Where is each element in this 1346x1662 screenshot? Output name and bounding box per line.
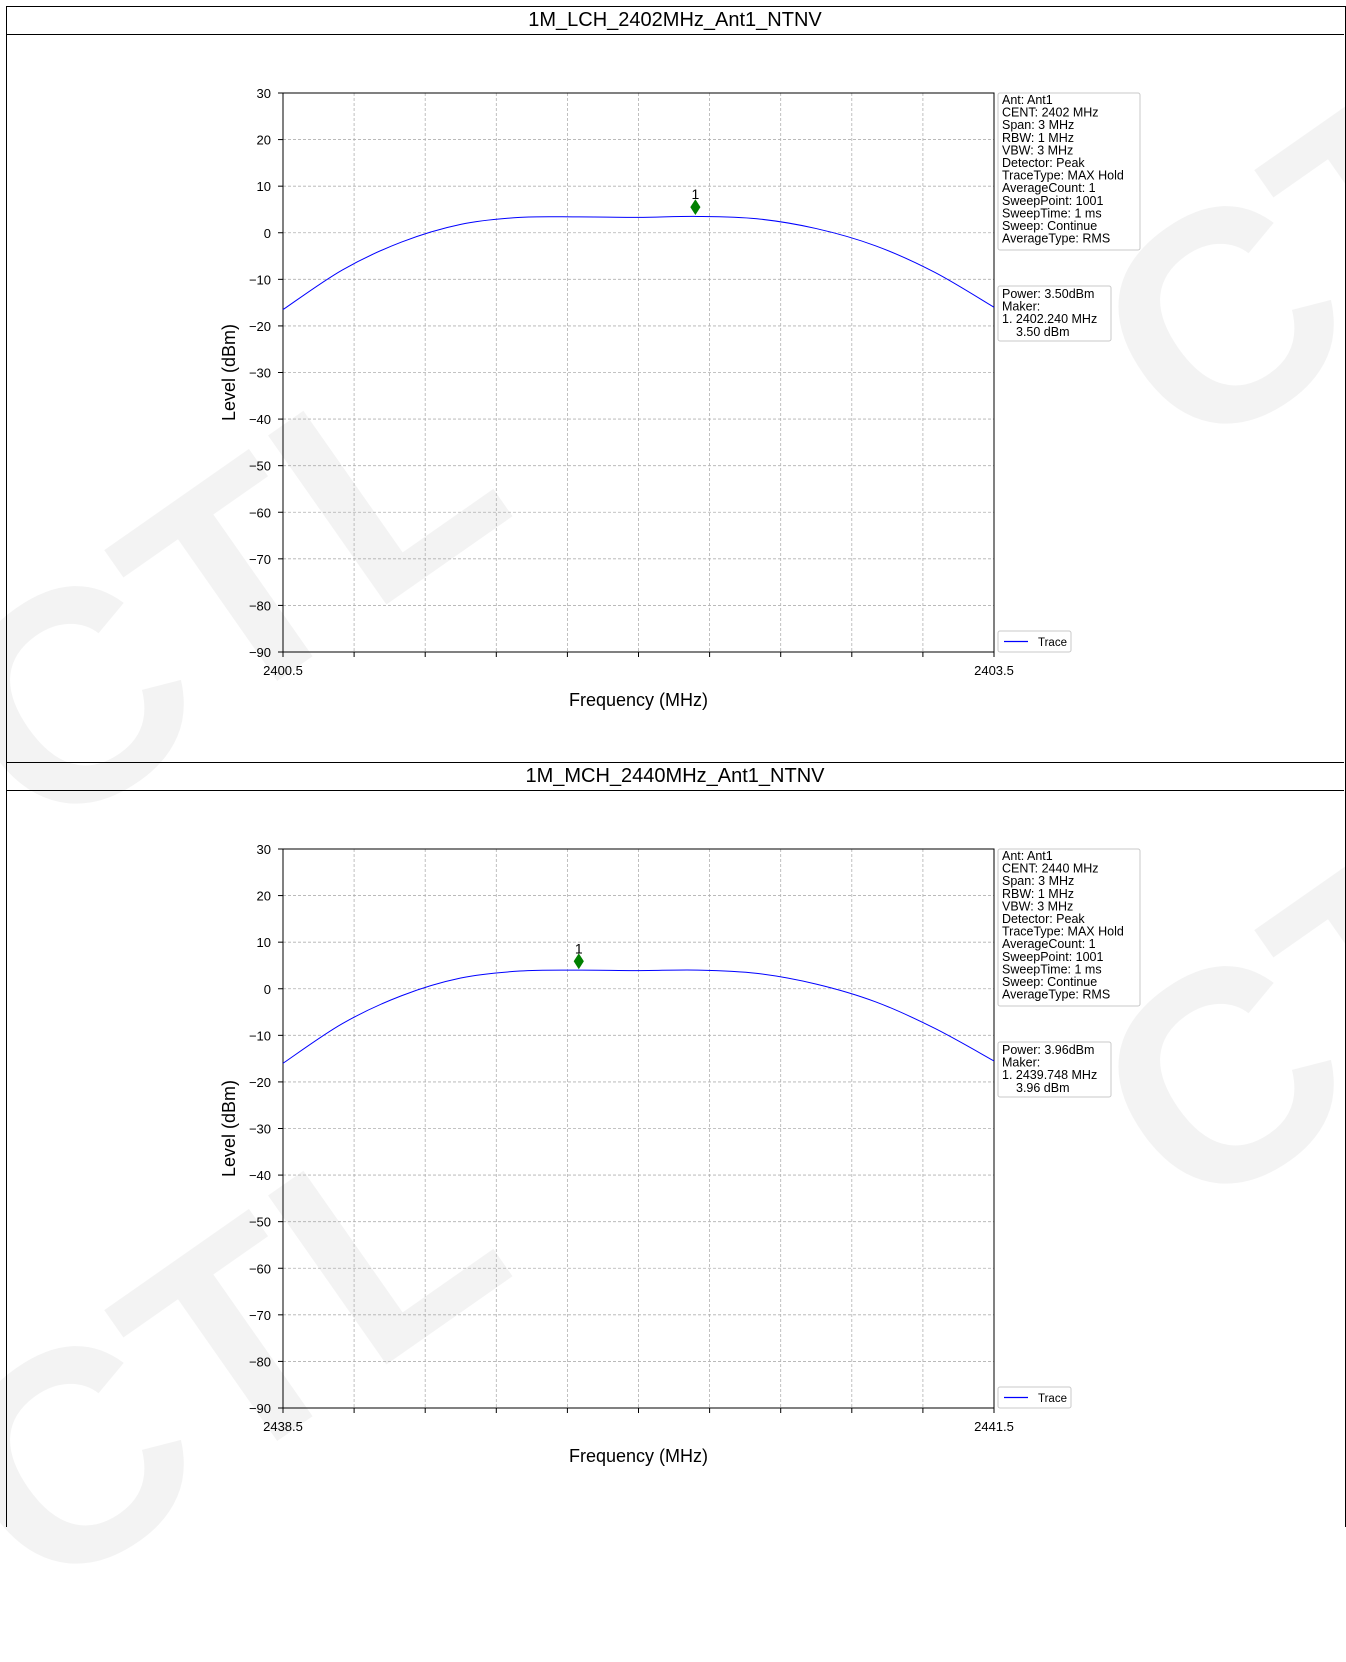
- settings-text: SweepPoint: 1001: [1002, 194, 1104, 208]
- settings-text: SweepTime: 1 ms: [1002, 206, 1102, 220]
- x-tick-label: 2438.5: [263, 1419, 303, 1434]
- y-tick-label: 20: [257, 889, 271, 904]
- settings-text: CENT: 2440 MHz: [1002, 862, 1099, 876]
- y-tick-label: −50: [249, 1215, 271, 1230]
- power-text: 3.96 dBm: [1016, 1081, 1070, 1095]
- peak-marker: [690, 199, 701, 216]
- y-tick-label: −60: [249, 505, 271, 520]
- power-box-frame: [997, 1041, 1112, 1098]
- x-tick-label: 2403.5: [974, 663, 1014, 678]
- power-box-frame: [997, 285, 1112, 342]
- y-tick-label: 10: [257, 935, 271, 950]
- settings-text: VBW: 3 MHz: [1002, 899, 1073, 913]
- y-tick-label: −40: [249, 412, 271, 427]
- power-text: 1. 2402.240 MHz: [1002, 312, 1097, 326]
- settings-text: Span: 3 MHz: [1002, 874, 1074, 888]
- y-tick-label: −10: [249, 272, 271, 287]
- y-tick-label: 0: [264, 226, 271, 241]
- grid: [283, 93, 994, 652]
- settings-text: AverageCount: 1: [1002, 937, 1096, 951]
- settings-text: SweepPoint: 1001: [1002, 950, 1104, 964]
- x-axis-label: Frequency (MHz): [569, 1446, 708, 1466]
- y-tick-label: −60: [249, 1261, 271, 1276]
- grid: [283, 849, 994, 1408]
- y-tick-label: −90: [249, 1401, 271, 1416]
- y-tick-label: 20: [257, 133, 271, 148]
- spectrum-chart-lch: 30 20 10 0 −10 −20 −30 −40 −50 −60 −70 −80 −90 2400.5…: [219, 86, 1141, 710]
- y-tick-label: −10: [249, 1028, 271, 1043]
- y-tick-label: −30: [249, 366, 271, 381]
- power-text: 3.50 dBm: [1016, 325, 1070, 339]
- settings-text: CENT: 2402 MHz: [1002, 106, 1099, 120]
- y-tick-label: −30: [249, 1122, 271, 1137]
- settings-text: Ant: Ant1: [1002, 849, 1053, 863]
- power-text: Maker:: [1002, 300, 1040, 314]
- y-tick-label: −70: [249, 552, 271, 567]
- settings-text: TraceType: MAX Hold: [1002, 169, 1124, 183]
- x-axis-label: Frequency (MHz): [569, 690, 708, 710]
- power-text: Power: 3.50dBm: [1002, 287, 1094, 301]
- chart-title: 1M_MCH_2440MHz_Ant1_NTNV: [6, 762, 1344, 791]
- y-tick-label: −80: [249, 1354, 271, 1369]
- y-tick-label: 30: [257, 842, 271, 857]
- power-text: Power: 3.96dBm: [1002, 1043, 1094, 1057]
- y-tick-label: −50: [249, 459, 271, 474]
- y-axis-label: Level (dBm): [219, 324, 239, 421]
- settings-text: Span: 3 MHz: [1002, 118, 1074, 132]
- x-tick-label: 2400.5: [263, 663, 303, 678]
- legend-frame: [997, 1386, 1072, 1409]
- power-text: 1. 2439.748 MHz: [1002, 1068, 1097, 1082]
- settings-text: RBW: 1 MHz: [1002, 131, 1074, 145]
- peak-marker-label: 1: [691, 186, 699, 202]
- peak-marker: [573, 953, 584, 970]
- settings-box-frame: [997, 848, 1141, 1007]
- y-tick-label: 0: [264, 982, 271, 997]
- chart-title: 1M_LCH_2402MHz_Ant1_NTNV: [6, 7, 1344, 35]
- settings-text: Sweep: Continue: [1002, 219, 1097, 233]
- peak-marker-label: 1: [575, 940, 583, 956]
- legend: Trace: [997, 1386, 1072, 1409]
- settings-text: VBW: 3 MHz: [1002, 143, 1073, 157]
- power-text: Maker:: [1002, 1056, 1040, 1070]
- trace-line: [282, 215, 995, 311]
- y-tick-label: −90: [249, 645, 271, 660]
- y-tick-label: −40: [249, 1168, 271, 1183]
- y-axis-label: Level (dBm): [219, 1080, 239, 1177]
- settings-text: RBW: 1 MHz: [1002, 887, 1074, 901]
- settings-text: SweepTime: 1 ms: [1002, 962, 1102, 976]
- settings-box-frame: [997, 92, 1141, 251]
- trace-line: [282, 969, 995, 1064]
- settings-text: Detector: Peak: [1002, 156, 1085, 170]
- settings-text: AverageType: RMS: [1002, 988, 1110, 1002]
- settings-text: TraceType: MAX Hold: [1002, 925, 1124, 939]
- y-tick-label: −70: [249, 1308, 271, 1323]
- settings-text: Ant: Ant1: [1002, 93, 1053, 107]
- settings-text: Sweep: Continue: [1002, 975, 1097, 989]
- y-tick-label: −20: [249, 319, 271, 334]
- y-tick-label: −20: [249, 1075, 271, 1090]
- settings-text: AverageType: RMS: [1002, 232, 1110, 246]
- settings-text: Detector: Peak: [1002, 912, 1085, 926]
- x-tick-label: 2441.5: [974, 1419, 1014, 1434]
- legend-frame: [997, 630, 1072, 653]
- spectrum-chart-mch: 30 20 10 0 −10 −20 −30 −40 −50 −60 −70 −80 −90 2438.5…: [219, 842, 1141, 1466]
- legend: Trace: [997, 630, 1072, 653]
- settings-text: AverageCount: 1: [1002, 181, 1096, 195]
- legend-label: Trace: [1038, 637, 1067, 649]
- y-tick-label: 30: [257, 86, 271, 101]
- legend-label: Trace: [1038, 1393, 1067, 1405]
- y-tick-label: 10: [257, 179, 271, 194]
- y-tick-label: −80: [249, 598, 271, 613]
